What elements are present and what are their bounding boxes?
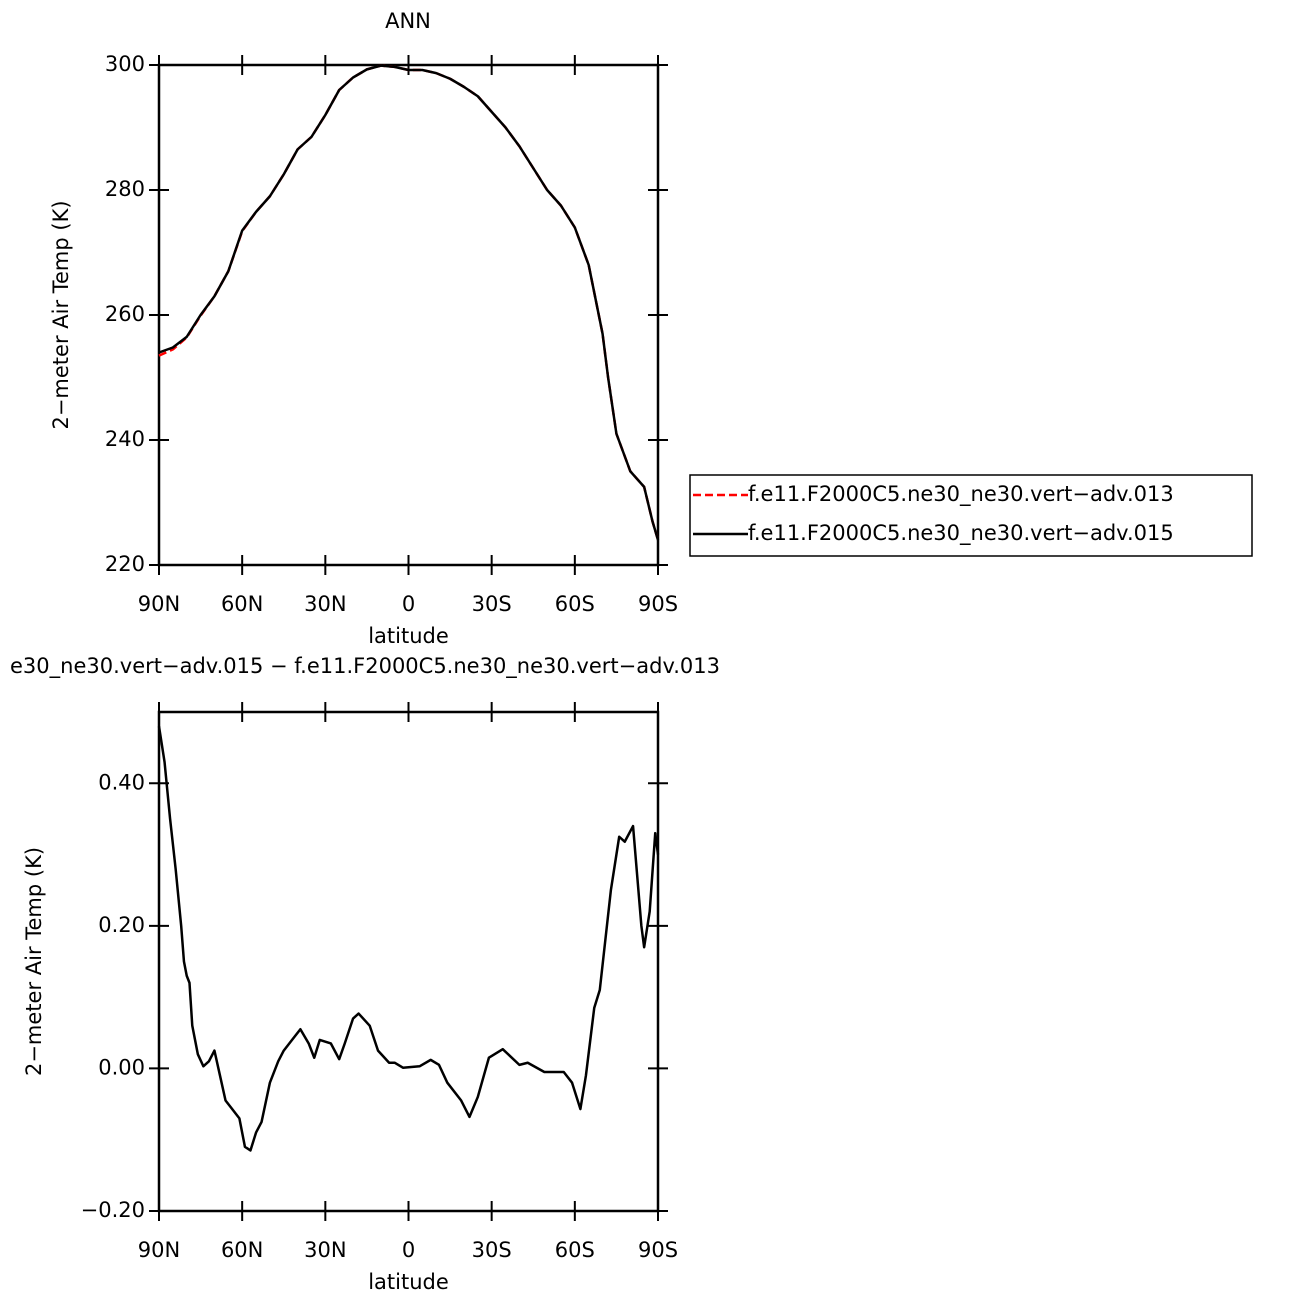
y-tick-label: 220 bbox=[105, 552, 145, 576]
legend-label: f.e11.F2000C5.ne30_ne30.vert−adv.015 bbox=[748, 521, 1174, 546]
x-tick-label: 60N bbox=[221, 592, 263, 616]
y-tick-label: 0.00 bbox=[98, 1055, 145, 1079]
plot-frame bbox=[157, 710, 660, 1213]
x-tick-label: 30S bbox=[472, 1238, 512, 1262]
legend-label: f.e11.F2000C5.ne30_ne30.vert−adv.013 bbox=[748, 482, 1174, 507]
x-tick-label: 60N bbox=[221, 1238, 263, 1262]
data-line bbox=[158, 64, 660, 541]
plot-frame bbox=[157, 63, 660, 567]
x-tick-label: 60S bbox=[555, 1238, 595, 1262]
x-tick-label: 0 bbox=[402, 1238, 415, 1262]
x-tick-label: 60S bbox=[555, 592, 595, 616]
chart-title: ANN bbox=[385, 9, 431, 33]
x-tick-label: 90N bbox=[138, 592, 180, 616]
y-tick-label: 280 bbox=[105, 177, 145, 201]
x-tick-label: 30N bbox=[304, 1238, 346, 1262]
y-tick-label: 260 bbox=[105, 302, 145, 326]
x-tick-label: 30S bbox=[472, 592, 512, 616]
x-tick-label: 90S bbox=[638, 592, 678, 616]
y-tick-label: 300 bbox=[105, 52, 145, 76]
y-axis-label: 2−meter Air Temp (K) bbox=[22, 847, 46, 1076]
x-tick-label: 0 bbox=[402, 592, 415, 616]
legend-box bbox=[689, 474, 1253, 557]
x-tick-label: 30N bbox=[304, 592, 346, 616]
data-line bbox=[158, 64, 660, 541]
x-axis-label: latitude bbox=[368, 1270, 449, 1294]
x-axis-label: latitude bbox=[368, 624, 449, 648]
y-tick-label: 0.40 bbox=[98, 770, 145, 794]
chart-title: e30_ne30.vert−adv.015 − f.e11.F2000C5.ne… bbox=[10, 654, 720, 679]
x-tick-label: 90N bbox=[138, 1238, 180, 1262]
y-tick-label: 0.20 bbox=[98, 913, 145, 937]
y-tick-label: −0.20 bbox=[81, 1198, 145, 1222]
y-tick-label: 240 bbox=[105, 427, 145, 451]
x-tick-label: 90S bbox=[638, 1238, 678, 1262]
y-axis-label: 2−meter Air Temp (K) bbox=[49, 200, 73, 429]
data-line bbox=[157, 726, 660, 1152]
